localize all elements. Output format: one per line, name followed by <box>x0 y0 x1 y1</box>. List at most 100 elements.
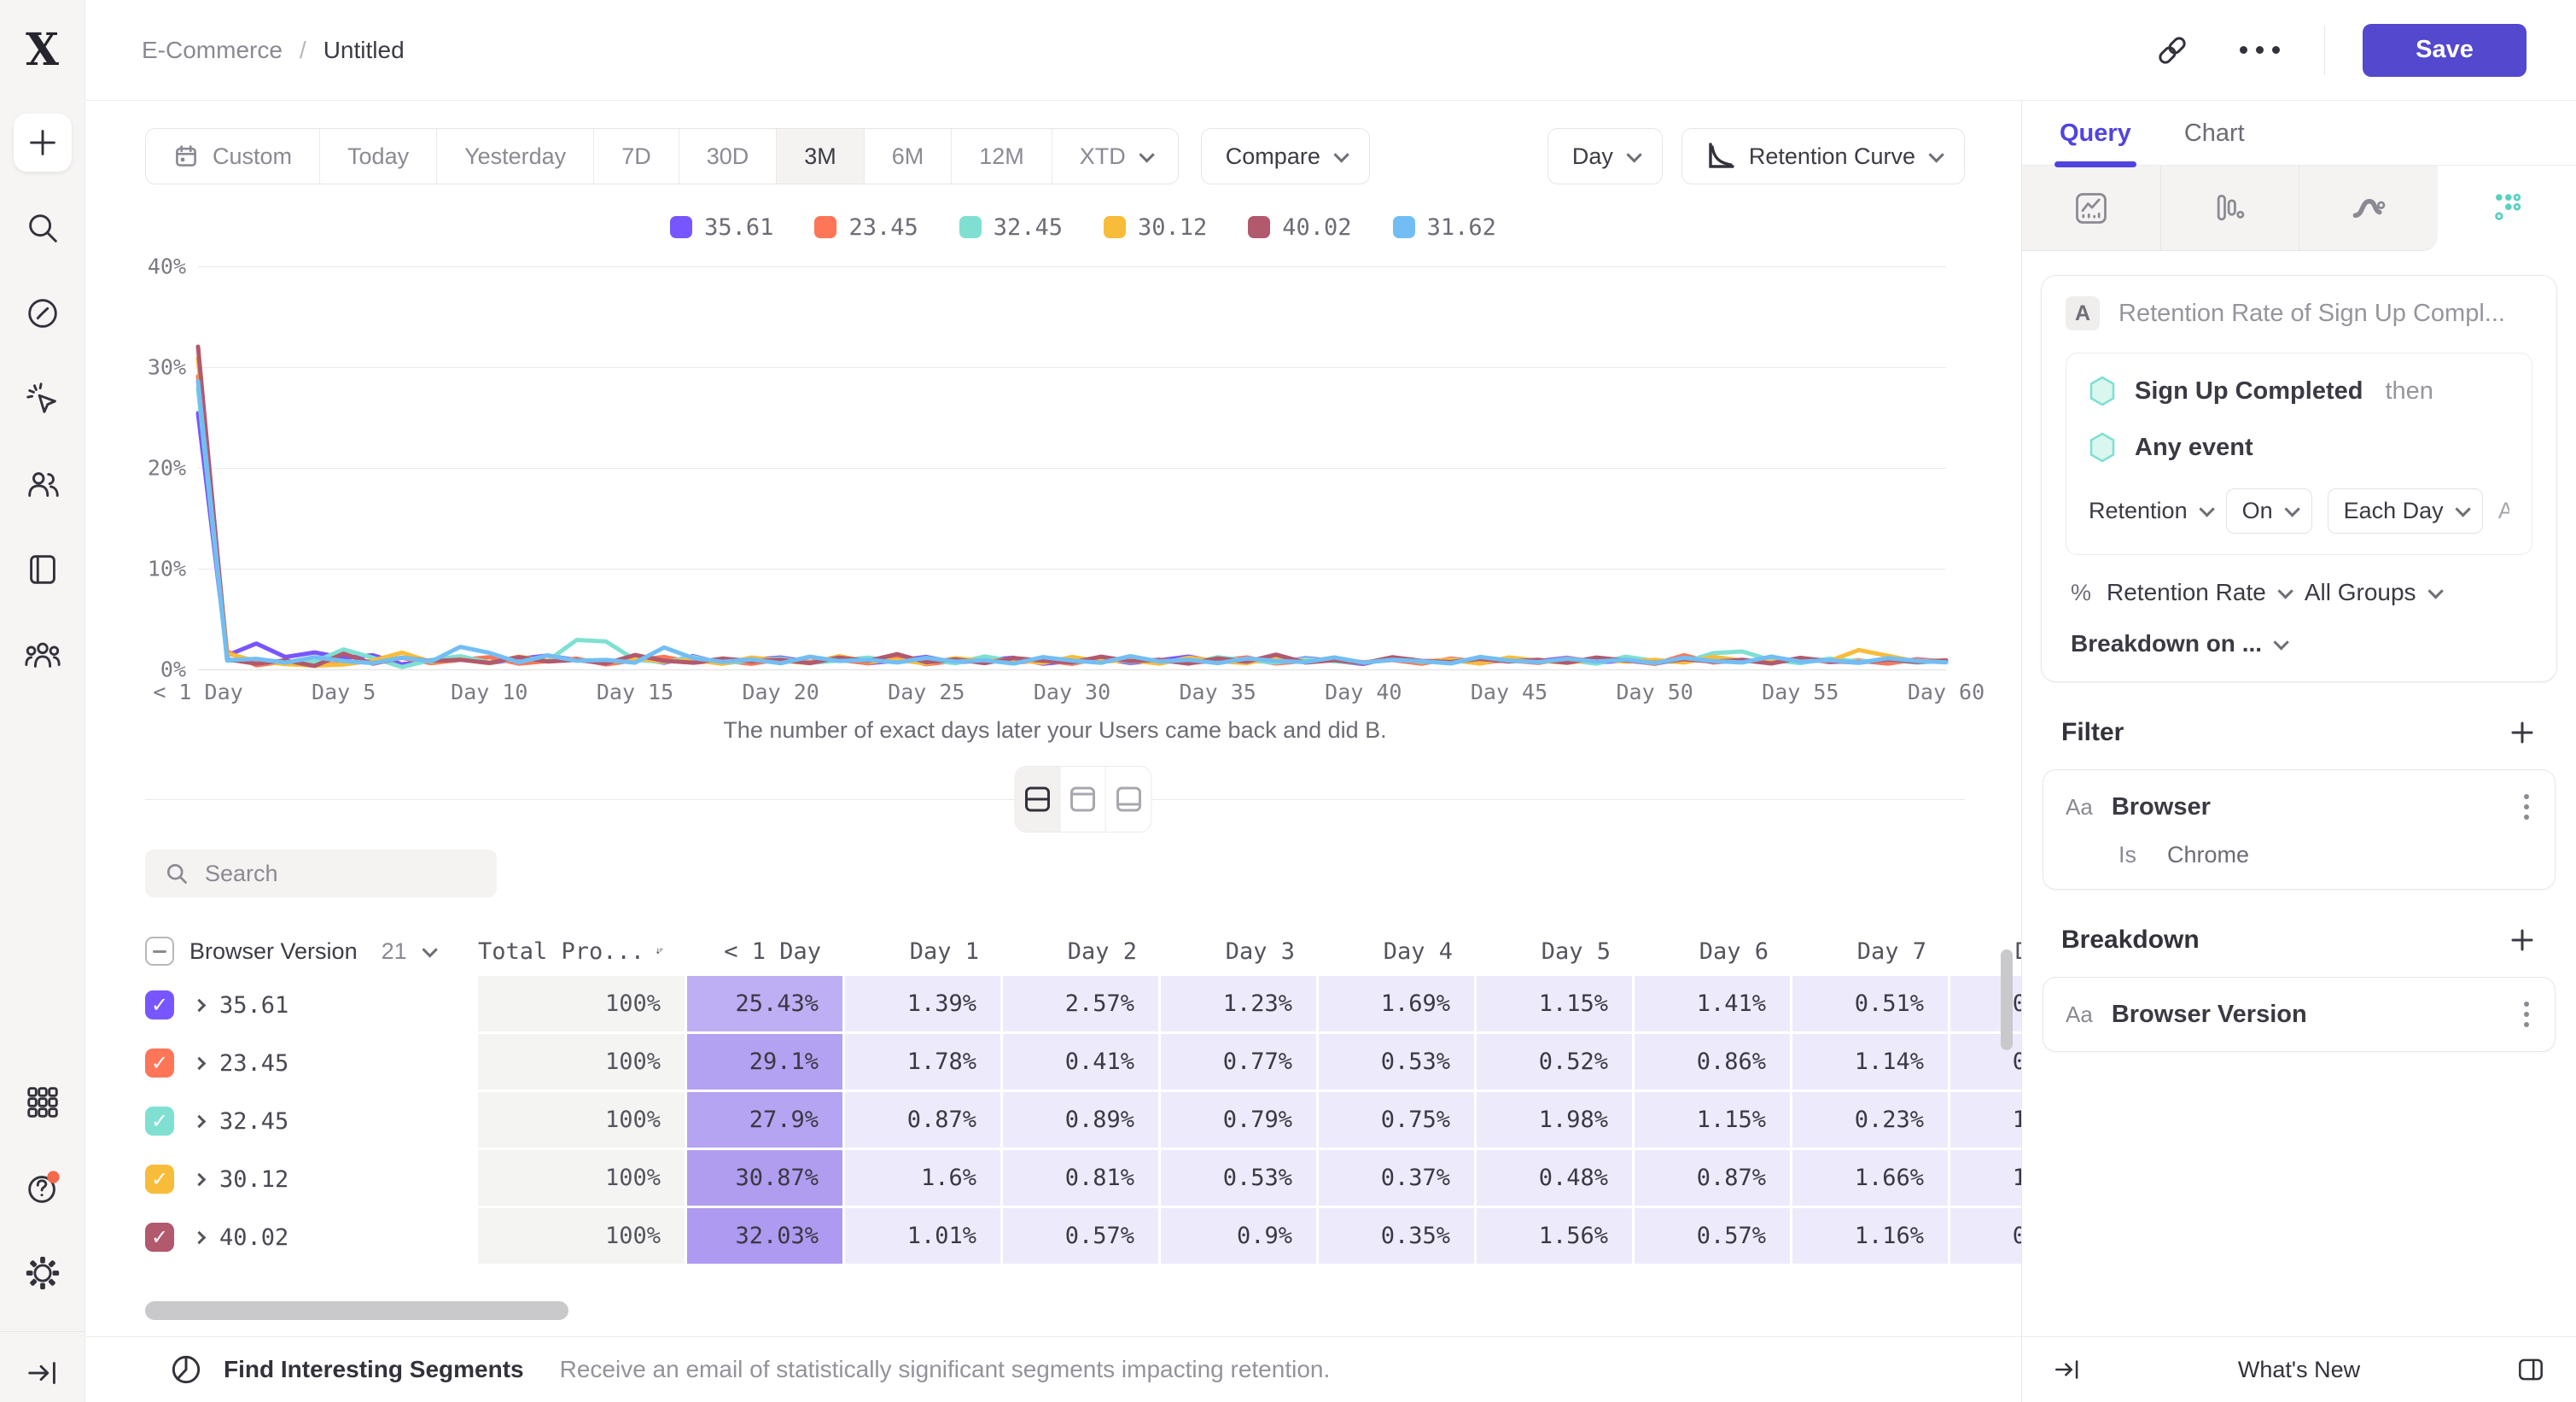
row-checkbox[interactable]: ✓ <box>145 1049 174 1078</box>
retention-cell[interactable]: 0.89% <box>1003 1092 1161 1150</box>
day-header-cell[interactable]: Day 7 <box>1856 938 1926 965</box>
retention-cell[interactable]: 0.23% <box>1792 1092 1950 1150</box>
total-cell[interactable]: 100% <box>478 976 687 1034</box>
expand-row-chevron[interactable] <box>192 998 207 1012</box>
retention-cell[interactable]: 1.69% <box>1319 976 1477 1034</box>
add-filter-button[interactable] <box>2508 718 2537 747</box>
range-30d[interactable]: 30D <box>679 129 778 184</box>
expand-row-chevron[interactable] <box>192 1230 207 1244</box>
layout-chart-only-button[interactable] <box>1061 767 1106 832</box>
retention-cell[interactable]: 0.87% <box>1635 1150 1792 1208</box>
sidebar-item-discover[interactable] <box>14 284 72 342</box>
metric-dropdown[interactable]: Retention Rate <box>2107 579 2293 606</box>
day-header-cell[interactable]: Day 4 <box>1383 938 1453 965</box>
retention-cell[interactable]: 1.6% <box>845 1150 1003 1208</box>
row-label[interactable]: 32.45 <box>219 1107 289 1135</box>
sidebar-item-cohorts[interactable] <box>14 626 72 684</box>
expand-sidebar-button[interactable] <box>14 1344 72 1402</box>
retention-cell[interactable]: 27.9% <box>687 1092 845 1150</box>
total-header-cell[interactable]: Total Pro... <box>478 926 687 976</box>
legend-item[interactable]: 30.12 <box>1104 214 1207 241</box>
report-type-flows[interactable] <box>2299 166 2438 250</box>
breadcrumb-report-title[interactable]: Untitled <box>323 36 405 63</box>
series-line-32.45[interactable] <box>198 388 1946 668</box>
row-label[interactable]: 23.45 <box>219 1049 289 1077</box>
retention-cell[interactable]: 1.15% <box>1635 1092 1792 1150</box>
retention-cell[interactable]: 0.35% <box>1319 1208 1477 1266</box>
legend-item[interactable]: 31.62 <box>1392 214 1496 241</box>
expand-row-chevron[interactable] <box>192 1172 207 1186</box>
first-event-row[interactable]: Sign Up Completed then <box>2089 376 2509 406</box>
report-type-retention-selected[interactable] <box>2437 166 2576 251</box>
series-line-30.12[interactable] <box>198 359 1946 666</box>
legend-item[interactable]: 40.02 <box>1248 214 1352 241</box>
breakdown-menu-button[interactable] <box>2521 998 2532 1031</box>
day-header-cell[interactable]: Day 6 <box>1699 938 1769 965</box>
filter-card[interactable]: Aa Browser Is Chrome <box>2043 769 2556 890</box>
row-label[interactable]: 35.61 <box>219 991 289 1019</box>
more-options-button[interactable] <box>2240 46 2280 54</box>
sidebar-item-apps[interactable] <box>14 1073 72 1131</box>
total-cell[interactable]: 100% <box>478 1150 687 1208</box>
row-checkbox[interactable]: ✓ <box>145 1165 174 1194</box>
retention-cell[interactable]: 1.15% <box>1477 976 1635 1034</box>
retention-cell[interactable]: 0.79% <box>1161 1092 1319 1150</box>
on-dropdown[interactable]: On <box>2225 488 2312 534</box>
retention-cell[interactable]: 0.75% <box>1319 1092 1477 1150</box>
day-header-cell[interactable]: Day 1 <box>909 938 979 965</box>
expand-row-chevron[interactable] <box>192 1056 207 1070</box>
interval-dropdown[interactable]: Each Day <box>2327 488 2483 534</box>
retention-cell[interactable]: 0.48% <box>1477 1150 1635 1208</box>
save-button[interactable]: Save <box>2363 23 2526 77</box>
create-new-button[interactable] <box>13 114 72 172</box>
expand-row-chevron[interactable] <box>192 1114 207 1128</box>
series-line-31.62[interactable] <box>198 382 1946 664</box>
breakdown-on-dropdown[interactable]: Breakdown on ... <box>2071 630 2289 657</box>
retention-cell[interactable]: 32.03% <box>687 1208 845 1266</box>
layout-table-only-button[interactable] <box>1106 767 1151 832</box>
retention-cell[interactable]: 0.53% <box>1161 1150 1319 1208</box>
advanced-dropdown[interactable]: Adv... <box>2498 498 2509 524</box>
retention-cell[interactable]: 1.78% <box>845 1034 1003 1092</box>
retention-cell[interactable]: 1.16% <box>1792 1208 1950 1266</box>
series-line-35.61[interactable] <box>198 413 1946 664</box>
retention-cell[interactable]: 1.41% <box>1635 976 1792 1034</box>
collapse-panel-icon[interactable] <box>2051 1353 2084 1386</box>
range-xtd[interactable]: XTD <box>1052 129 1178 184</box>
retention-cell[interactable]: 0.41% <box>1003 1034 1161 1092</box>
breakdown-card[interactable]: Aa Browser Version <box>2043 977 2556 1052</box>
retention-type-dropdown[interactable]: Retention <box>2089 498 2215 524</box>
day-header-cell[interactable]: Day 5 <box>1541 938 1611 965</box>
copy-link-button[interactable] <box>2149 27 2195 73</box>
row-checkbox[interactable]: ✓ <box>145 990 174 1019</box>
retention-cell[interactable]: 0.87% <box>845 1092 1003 1150</box>
add-breakdown-button[interactable] <box>2508 926 2537 955</box>
sidebar-item-search[interactable] <box>14 199 72 257</box>
retention-cell[interactable]: 1.39% <box>845 976 1003 1034</box>
find-segments-button[interactable]: Find Interesting Segments <box>224 1356 524 1382</box>
retention-cell[interactable]: 25.43% <box>687 976 845 1034</box>
range-7d[interactable]: 7D <box>594 129 679 184</box>
retention-cell[interactable]: 1.01% <box>845 1208 1003 1266</box>
series-line-40.02[interactable] <box>198 347 1946 666</box>
range-3m[interactable]: 3M <box>777 129 865 184</box>
filter-menu-button[interactable] <box>2521 791 2532 823</box>
row-label[interactable]: 40.02 <box>219 1224 289 1251</box>
retention-cell[interactable]: 0.37% <box>1319 1150 1477 1208</box>
retention-cell[interactable]: 1.66% <box>1792 1150 1950 1208</box>
range-custom[interactable]: Custom <box>146 129 321 184</box>
sidebar-item-settings[interactable] <box>14 1244 72 1302</box>
layout-split-button[interactable] <box>1015 767 1061 832</box>
retention-cell[interactable]: 0.53% <box>1319 1034 1477 1092</box>
row-checkbox[interactable]: ✓ <box>145 1223 174 1252</box>
report-type-insights[interactable] <box>2022 166 2161 250</box>
groups-dropdown[interactable]: All Groups <box>2305 579 2444 606</box>
compare-button[interactable]: Compare <box>1200 128 1370 184</box>
legend-item[interactable]: 35.61 <box>670 214 773 241</box>
vertical-scrollbar[interactable] <box>2001 949 2013 1050</box>
range-today[interactable]: Today <box>320 129 438 184</box>
total-cell[interactable]: 100% <box>478 1208 687 1266</box>
retention-cell[interactable]: 1.74% <box>1950 1150 2021 1208</box>
retention-cell[interactable]: 0.52% <box>1477 1034 1635 1092</box>
report-type-funnels[interactable] <box>2161 166 2300 250</box>
